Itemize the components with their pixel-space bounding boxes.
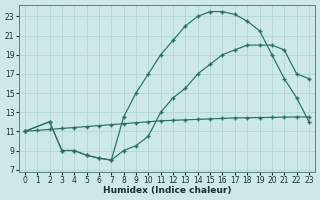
X-axis label: Humidex (Indice chaleur): Humidex (Indice chaleur) bbox=[103, 186, 231, 195]
